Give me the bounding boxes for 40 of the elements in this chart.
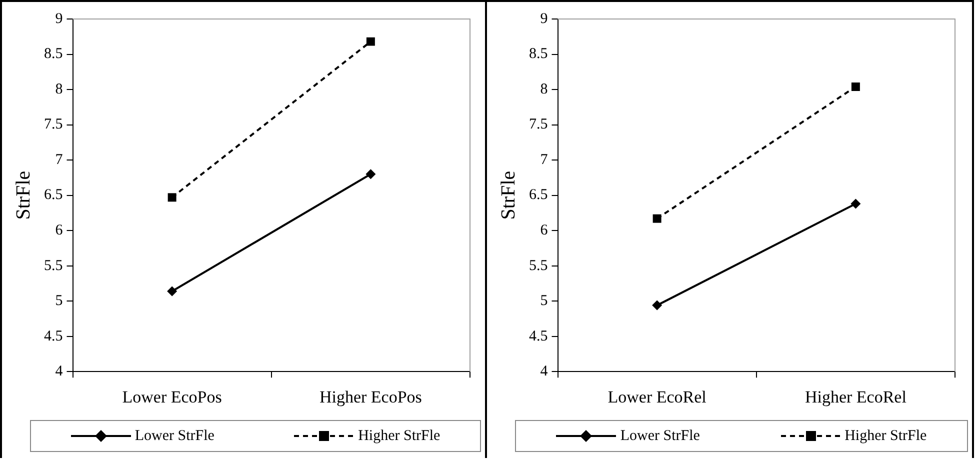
point <box>167 286 178 296</box>
y-axis-title: StrFle <box>497 170 520 220</box>
y-tick-label: 8.5 <box>44 46 63 62</box>
point <box>366 169 376 180</box>
point <box>168 193 176 202</box>
y-tick-label: 8 <box>540 81 548 98</box>
x-tick-label: Lower EcoRel <box>608 387 707 406</box>
point <box>366 37 375 46</box>
x-tick-label: Higher EcoRel <box>804 387 907 406</box>
y-tick-label: 7.5 <box>44 116 63 133</box>
y-tick-label: 6 <box>540 222 548 238</box>
y-tick-label: 8.5 <box>529 46 548 62</box>
x-tick-label: Lower EcoPos <box>122 387 222 406</box>
y-tick-label: 7.5 <box>529 116 548 133</box>
y-tick-label: 6.5 <box>44 187 63 204</box>
y-tick-label: 7 <box>540 152 548 168</box>
y-tick-label: 5 <box>55 293 63 310</box>
y-tick-label: 9 <box>540 10 548 27</box>
y-tick-label: 4.5 <box>44 328 63 344</box>
y-tick-label: 4.5 <box>529 328 548 344</box>
y-tick-label: 4 <box>55 364 64 380</box>
point <box>652 214 662 223</box>
y-tick-label: 4 <box>540 364 548 380</box>
legend-label: Lower StrFle <box>620 428 700 444</box>
y-tick-label: 7 <box>55 152 64 168</box>
y-tick-label: 6.5 <box>529 187 548 204</box>
legend-label: Lower StrFle <box>134 428 214 444</box>
point <box>652 300 662 310</box>
point <box>851 82 860 91</box>
y-tick-label: 6 <box>55 222 64 238</box>
y-tick-label: 5.5 <box>529 258 548 274</box>
legend-label: Higher StrFle <box>358 428 440 444</box>
x-tick-label: Higher EcoPos <box>319 387 422 406</box>
y-tick-label: 5 <box>540 293 548 310</box>
y-axis-title: StrFle <box>12 170 34 220</box>
y-tick-label: 8 <box>55 81 63 98</box>
y-tick-label: 5.5 <box>44 258 63 274</box>
point <box>850 198 861 209</box>
legend-label: Higher StrFle <box>844 428 927 444</box>
y-tick-label: 9 <box>55 10 63 27</box>
